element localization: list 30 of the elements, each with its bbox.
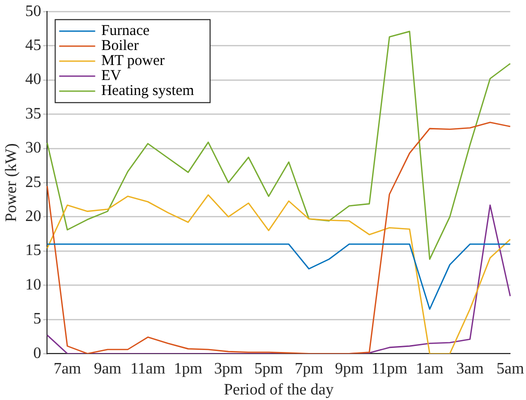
y-tick-label: 30 [25,140,42,157]
legend-label: EV [101,68,122,84]
x-tick-label: 1am [416,360,444,378]
y-tick-label: 25 [25,174,42,191]
legend-label: Boiler [101,38,139,54]
legend-label: Heating system [101,83,194,100]
x-tick-label: 9am [94,360,122,378]
y-tick-label: 10 [25,276,42,294]
y-axis-title: Power (kW) [2,143,20,222]
x-tick-label: 3am [456,360,484,378]
y-tick-label: 20 [25,208,42,226]
x-tick-label: 7am [54,360,82,378]
x-tick-label: 11pm [372,360,408,378]
legend-label: Furnace [101,23,150,40]
x-tick-label: 9pm [334,360,364,378]
x-tick-label: 3pm [214,360,244,378]
y-tick-label: 50 [25,2,42,20]
x-tick-label: 5pm [254,360,284,378]
y-tick-label: 35 [25,105,42,122]
legend-label: MT power [101,53,165,70]
y-tick-label: 45 [25,37,42,54]
y-tick-label: 40 [25,71,42,88]
x-tick-label: 7pm [294,360,324,378]
x-axis-title: Period of the day [224,382,334,399]
x-tick-label: 5am [496,360,525,378]
x-tick-label: 11am [130,360,166,378]
y-tick-label: 5 [33,310,42,328]
y-tick-label: 0 [33,344,42,362]
y-tick-label: 15 [25,242,42,260]
x-tick-label: 1pm [174,360,203,378]
